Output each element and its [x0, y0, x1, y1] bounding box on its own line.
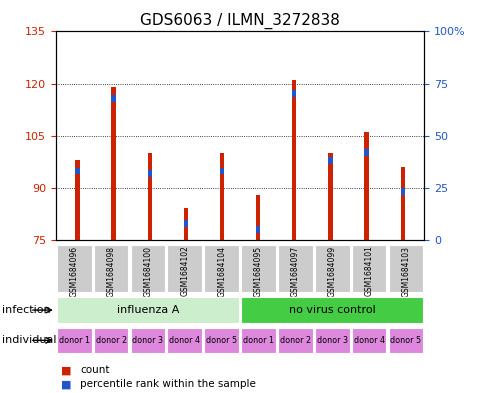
Bar — [57, 244, 91, 292]
Title: GDS6063 / ILMN_3272838: GDS6063 / ILMN_3272838 — [140, 13, 339, 29]
Text: donor 4: donor 4 — [353, 336, 384, 345]
Bar — [256, 195, 260, 240]
Bar — [328, 153, 332, 240]
Bar — [204, 328, 239, 353]
Bar — [219, 167, 224, 174]
Text: donor 2: donor 2 — [95, 336, 126, 345]
Text: count: count — [80, 365, 109, 375]
Bar — [57, 298, 239, 323]
Bar — [277, 328, 312, 353]
Bar — [167, 328, 202, 353]
Bar — [291, 90, 296, 97]
Bar — [241, 298, 423, 323]
Bar — [204, 244, 239, 292]
Text: percentile rank within the sample: percentile rank within the sample — [80, 379, 256, 389]
Bar — [363, 149, 368, 156]
Bar — [400, 167, 404, 240]
Bar — [57, 328, 91, 353]
Bar — [219, 153, 224, 240]
Bar — [388, 328, 423, 353]
Text: donor 5: donor 5 — [390, 336, 421, 345]
Text: influenza A: influenza A — [117, 305, 179, 315]
Bar — [291, 80, 296, 240]
Bar — [277, 244, 312, 292]
Text: donor 5: donor 5 — [206, 336, 237, 345]
Bar — [147, 170, 151, 176]
Text: donor 3: donor 3 — [132, 336, 163, 345]
Bar — [328, 157, 332, 164]
Text: GSM1684104: GSM1684104 — [217, 246, 226, 297]
Text: GSM1684096: GSM1684096 — [70, 246, 78, 297]
Bar — [183, 208, 188, 240]
Text: ■: ■ — [60, 379, 71, 389]
Bar — [351, 244, 386, 292]
Text: GSM1684098: GSM1684098 — [106, 246, 115, 297]
Text: donor 1: donor 1 — [59, 336, 90, 345]
Bar — [256, 226, 260, 233]
Bar — [111, 95, 116, 101]
Text: ■: ■ — [60, 365, 71, 375]
Bar — [351, 328, 386, 353]
Text: GSM1684100: GSM1684100 — [143, 246, 152, 297]
Text: no virus control: no virus control — [288, 305, 375, 315]
Bar — [400, 188, 404, 195]
Text: infection: infection — [2, 305, 51, 315]
Text: GSM1684103: GSM1684103 — [401, 246, 409, 297]
Text: GSM1684097: GSM1684097 — [290, 246, 299, 297]
Text: donor 2: donor 2 — [279, 336, 310, 345]
Bar — [93, 328, 128, 353]
Bar — [111, 87, 116, 240]
Bar — [147, 153, 151, 240]
Bar — [314, 328, 349, 353]
Text: donor 3: donor 3 — [316, 336, 347, 345]
Bar — [388, 244, 423, 292]
Text: individual: individual — [2, 335, 57, 345]
Bar — [241, 328, 275, 353]
Bar — [183, 220, 188, 226]
Bar — [130, 244, 165, 292]
Bar — [130, 328, 165, 353]
Text: donor 4: donor 4 — [169, 336, 200, 345]
Bar — [75, 167, 79, 174]
Text: GSM1684102: GSM1684102 — [180, 246, 189, 296]
Text: GSM1684099: GSM1684099 — [327, 246, 336, 297]
Bar — [314, 244, 349, 292]
Text: GSM1684095: GSM1684095 — [254, 246, 262, 297]
Bar — [241, 244, 275, 292]
Bar — [167, 244, 202, 292]
Text: donor 1: donor 1 — [242, 336, 273, 345]
Text: GSM1684101: GSM1684101 — [364, 246, 373, 296]
Bar — [93, 244, 128, 292]
Bar — [75, 160, 79, 240]
Bar — [363, 132, 368, 240]
